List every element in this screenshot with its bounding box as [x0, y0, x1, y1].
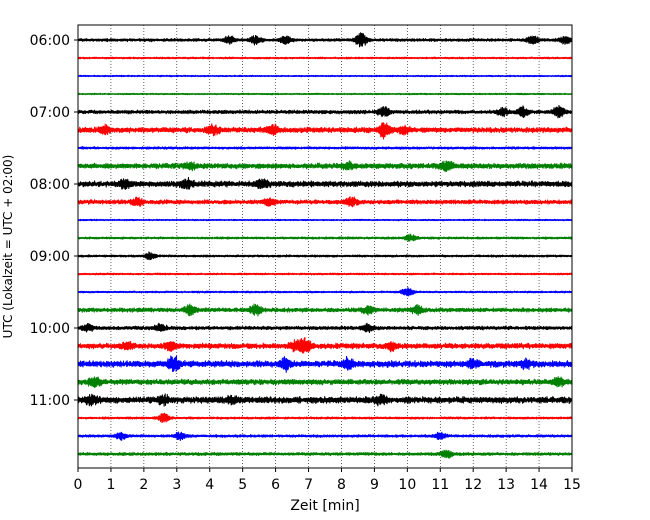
x-tick-label-10: 10: [398, 477, 416, 493]
y-tick-label-09:00: 09:00: [30, 249, 70, 265]
x-tick-label-3: 3: [172, 477, 181, 493]
x-tick-label-0: 0: [74, 477, 83, 493]
x-tick-label-13: 13: [497, 477, 515, 493]
trace-1100: [77, 393, 573, 407]
x-tick-label-11: 11: [431, 477, 449, 493]
x-tick-label-6: 6: [271, 477, 280, 493]
x-tick-label-5: 5: [238, 477, 247, 493]
trace-0800: [77, 176, 573, 190]
trace-0900: [77, 251, 573, 261]
grid-layer: [110, 25, 540, 468]
trace-layer: [77, 32, 573, 459]
axis-layer: 0 1 2 3 4 5 6 7 8 9 10 11 12 13 14 1506:0007:0008:0009:…: [30, 33, 581, 493]
trace-0815: [77, 196, 573, 208]
y-tick-label-08:00: 08:00: [30, 177, 70, 193]
trace-1115: [77, 412, 573, 424]
trace-0845: [77, 233, 573, 242]
trace-0930: [77, 287, 573, 297]
x-tick-label-7: 7: [304, 477, 313, 493]
trace-1015: [77, 336, 573, 354]
x-tick-label-1: 1: [106, 477, 115, 493]
x-tick-label-15: 15: [563, 477, 581, 493]
y-tick-label-10:00: 10:00: [30, 321, 70, 337]
x-tick-label-12: 12: [464, 477, 482, 493]
trace-0715: [77, 122, 573, 140]
plot-area-frame: [77, 24, 573, 469]
y-axis-label: UTC (Lokalzeit = UTC + 02:00): [1, 155, 15, 339]
trace-1000: [77, 322, 573, 334]
x-tick-label-8: 8: [337, 477, 346, 493]
trace-0645: [77, 92, 573, 96]
x-tick-label-14: 14: [530, 477, 548, 493]
trace-1045: [77, 376, 573, 389]
trace-0600: [77, 32, 573, 48]
y-tick-label-07:00: 07:00: [30, 105, 70, 121]
x-tick-label-9: 9: [370, 477, 379, 493]
trace-1145: [77, 449, 573, 459]
trace-0615: [77, 56, 573, 60]
y-tick-label-11:00: 11:00: [30, 393, 70, 409]
x-tick-label-2: 2: [139, 477, 148, 493]
x-axis-label: Zeit [min]: [290, 498, 359, 514]
trace-0915: [77, 272, 573, 276]
x-tick-label-4: 4: [205, 477, 214, 493]
trace-0830: [77, 218, 573, 222]
trace-0700: [77, 104, 573, 119]
trace-0630: [77, 74, 573, 78]
trace-0745: [77, 160, 573, 173]
y-tick-label-06:00: 06:00: [30, 33, 70, 49]
trace-0730: [77, 146, 573, 150]
trace-1130: [77, 431, 573, 441]
trace-1030: [77, 355, 573, 373]
trace-0945: [77, 303, 573, 317]
